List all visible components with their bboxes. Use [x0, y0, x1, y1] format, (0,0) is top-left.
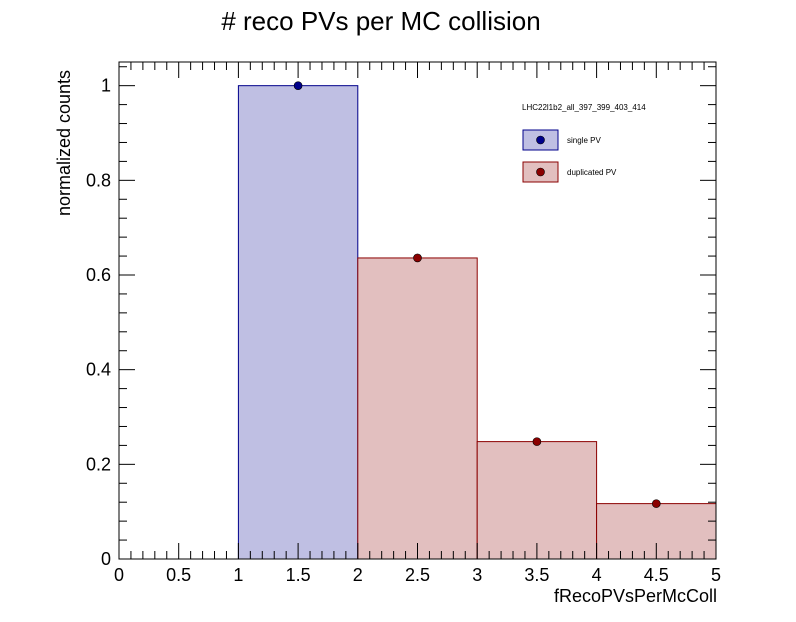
x-tick-label: 5	[711, 565, 721, 585]
legend-marker-single-pv	[536, 135, 545, 145]
x-tick-label: 2	[353, 565, 363, 585]
histogram-bins	[237, 85, 717, 560]
data-point-single-pv	[293, 81, 303, 90]
x-tick-label: 4	[592, 565, 602, 585]
y-tick-label: 0.2	[86, 454, 111, 474]
x-tick-label: 3	[472, 565, 482, 585]
bar-duplicated-pv-0	[357, 257, 478, 560]
x-tick-label: 0.5	[166, 565, 191, 585]
y-axis-label: normalized counts	[54, 70, 74, 216]
data-points	[293, 81, 661, 508]
axes: 0 0.5 1 1.5 2 2.5 3 3.5 4 4.5 5 0 0.2 0.4 0.6 0.8 1	[86, 61, 721, 585]
y-tick-label: 0	[101, 549, 111, 569]
y-tick-label: 0.4	[86, 360, 111, 380]
y-tick-label: 0.8	[86, 170, 111, 190]
x-axis-label: fRecoPVsPerMcColl	[554, 586, 717, 606]
bar-single-pv-0	[237, 85, 359, 560]
x-tick-label: 0	[114, 565, 124, 585]
data-point-duplicated-pv	[532, 437, 542, 446]
y-tick-label: 1	[101, 76, 111, 96]
legend-label-duplicated-pv: duplicated PV	[567, 168, 617, 177]
bar-duplicated-pv-1	[476, 441, 598, 560]
x-tick-label: 3.5	[524, 565, 549, 585]
y-tick-label: 0.6	[86, 265, 111, 285]
data-point-duplicated-pv	[413, 253, 422, 263]
x-tick-label: 4.5	[644, 565, 669, 585]
legend-marker-duplicated-pv	[536, 167, 545, 177]
legend-label-single-pv: single PV	[567, 136, 601, 145]
x-tick-label: 1	[233, 565, 243, 585]
x-tick-label: 1.5	[286, 565, 311, 585]
legend-header: LHC22l1b2_all_397_399_403_414	[522, 103, 646, 112]
data-point-duplicated-pv	[651, 499, 661, 508]
chart-title: # reco PVs per MC collision	[221, 6, 540, 36]
x-tick-label: 2.5	[405, 565, 430, 585]
